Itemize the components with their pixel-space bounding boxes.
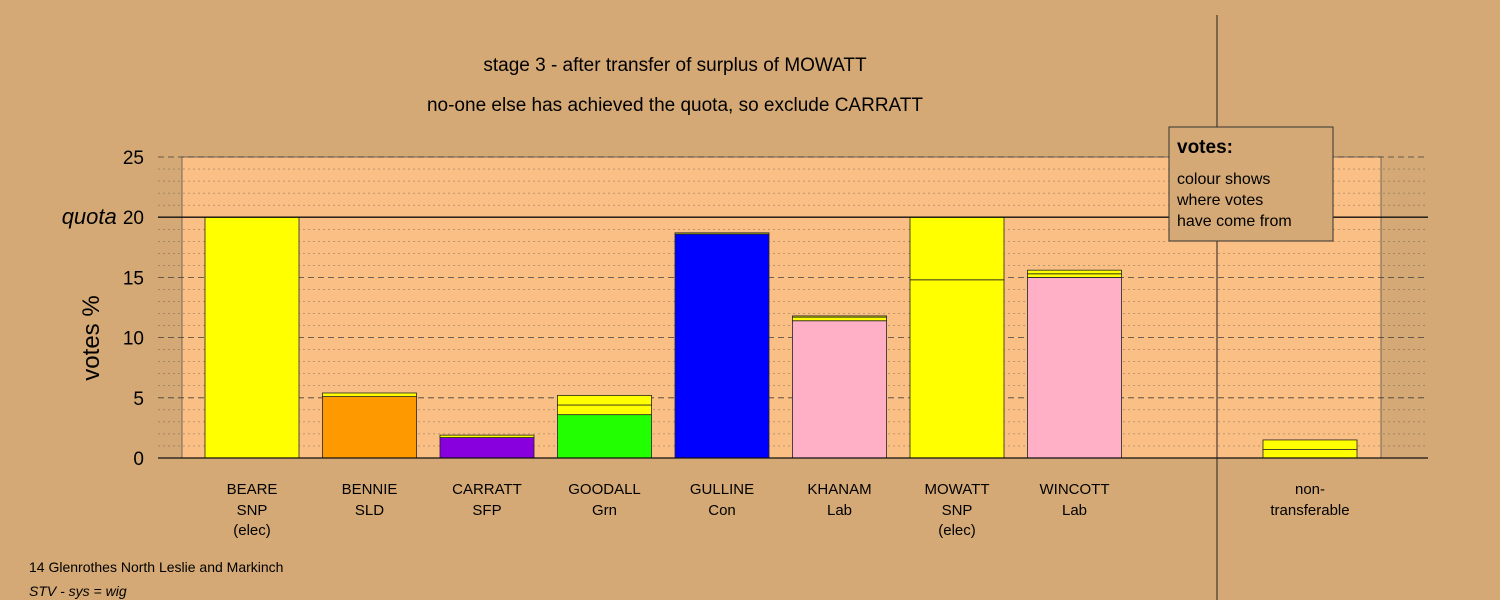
candidate-party: Lab: [827, 502, 852, 519]
bar-bennie-seg-1: [322, 392, 417, 397]
candidate-party: SFP: [472, 502, 501, 519]
candidate-name: GOODALL: [568, 481, 641, 498]
y-axis-label: votes %: [78, 295, 105, 380]
bar-carratt-seg-1: [439, 434, 535, 438]
legend-line-2: where votes: [1176, 192, 1263, 209]
legend-box: votes: colour shows where votes have com…: [1168, 126, 1334, 242]
candidate-party: Lab: [1062, 502, 1087, 519]
nontransferable-label-2: transferable: [1270, 502, 1349, 519]
legend-line-3: have come from: [1177, 213, 1292, 230]
bar-nontransferable-seg-0: [1262, 449, 1358, 459]
bar-gulline-seg-0: [674, 233, 770, 459]
bar-beare-seg-0: [204, 216, 300, 459]
y-tick-label: 25: [123, 148, 144, 169]
candidate-name: BEARE: [227, 481, 278, 498]
y-tick-label: 10: [123, 329, 144, 350]
candidate-name: BENNIE: [342, 481, 398, 498]
bars: [204, 216, 1358, 459]
candidate-name: MOWATT: [925, 481, 990, 498]
candidate-party: SLD: [355, 502, 384, 519]
candidate-name: WINCOTT: [1040, 481, 1110, 498]
bar-bennie-seg-0: [322, 396, 417, 459]
legend-heading: votes:: [1177, 137, 1233, 158]
bar-gulline-seg-1: [674, 232, 770, 235]
footer-system: STV - sys = wig: [29, 583, 127, 599]
nontransferable-label-1: non-: [1295, 481, 1325, 498]
bar-goodall-seg-1: [557, 404, 652, 416]
chart-title-line2: no-one else has achieved the quota, so e…: [427, 95, 923, 116]
y-tick-label: 0: [133, 449, 144, 470]
bar-khanam-seg-0: [792, 320, 887, 459]
bar-mowatt-seg-1: [909, 216, 1005, 281]
bar-goodall-seg-2: [557, 394, 652, 406]
y-tick-label: quota 20: [62, 204, 144, 229]
candidate-status: (elec): [233, 522, 271, 539]
bar-wincott-seg-2: [1027, 269, 1122, 275]
bar-khanam-seg-1: [792, 316, 887, 322]
candidate-labels: BEARE SNP (elec) BENNIE SLD CARRATT SFP GOODALL…: [227, 481, 1350, 539]
footer-constituency: 14 Glenrothes North Leslie and Markinch: [29, 559, 283, 575]
bar-mowatt-seg-0: [909, 279, 1005, 459]
y-tick-label: 15: [123, 268, 144, 289]
candidate-party: SNP: [237, 502, 268, 519]
legend-line-1: colour shows: [1177, 171, 1270, 188]
candidate-name: GULLINE: [690, 481, 754, 498]
candidate-status: (elec): [938, 522, 976, 539]
bar-nontransferable-seg-1: [1262, 439, 1358, 450]
candidate-party: Grn: [592, 502, 617, 519]
candidate-party: SNP: [942, 502, 973, 519]
y-tick-label: 5: [133, 389, 144, 410]
bar-carratt-seg-0: [439, 437, 535, 459]
bar-goodall-seg-0: [557, 414, 652, 459]
bar-wincott-seg-1: [1027, 273, 1122, 278]
bar-khanam-seg-2: [792, 315, 887, 318]
bar-wincott-seg-0: [1027, 276, 1122, 459]
candidate-name: CARRATT: [452, 481, 522, 498]
candidate-name: KHANAM: [807, 481, 871, 498]
chart-title-line1: stage 3 - after transfer of surplus of M…: [483, 55, 867, 76]
candidate-party: Con: [708, 502, 736, 519]
